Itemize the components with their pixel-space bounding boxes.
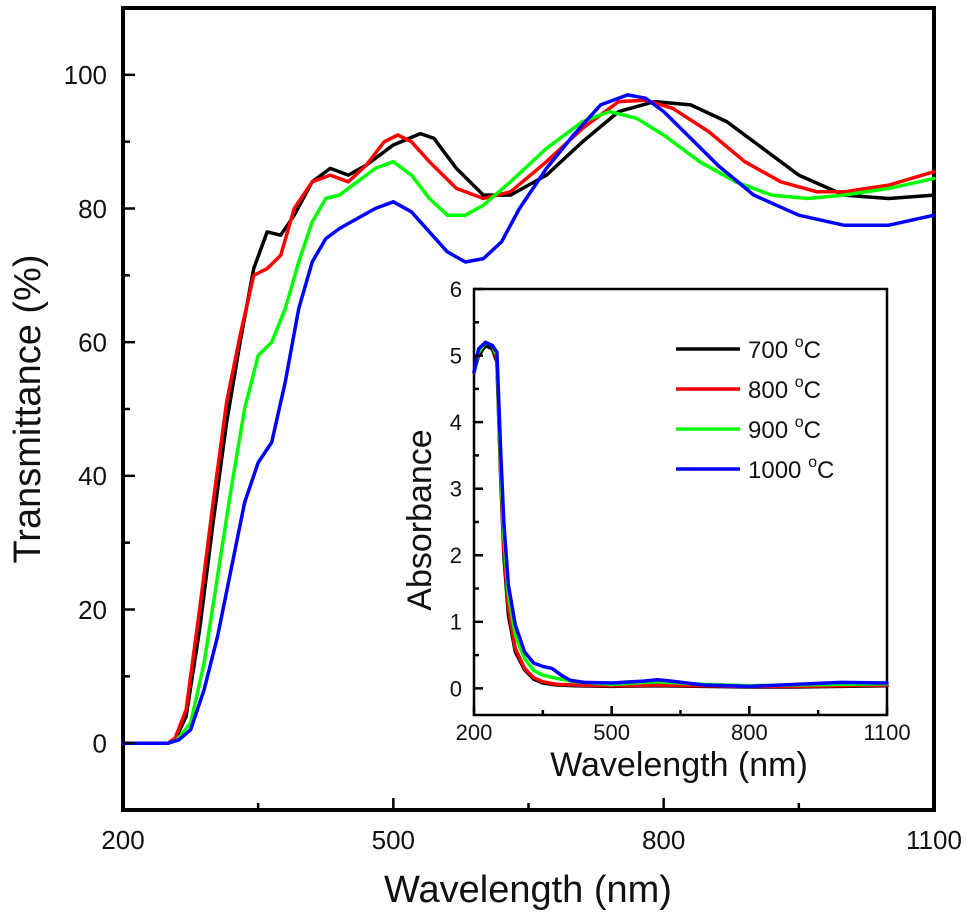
legend-label: 800 oC <box>748 374 821 404</box>
inset-x-tick-label: 500 <box>593 720 630 745</box>
inset-series-line-3 <box>472 340 889 689</box>
main-series-line-1 <box>121 98 936 745</box>
main-y-tick-label: 80 <box>78 194 107 224</box>
inset-x-tick-label: 1100 <box>863 720 910 745</box>
main-y-tick-label: 60 <box>78 328 107 358</box>
inset-x-tick-label: 200 <box>456 720 493 745</box>
main-series-line-0 <box>121 99 936 745</box>
main-y-axis-label: Transmittance (%) <box>7 255 49 564</box>
main-y-ticks: 0 20 40 60 80 100 <box>64 6 135 812</box>
main-x-axis-label: Wavelength (nm) <box>384 869 672 911</box>
inset-x-tick-label: 800 <box>731 720 768 745</box>
inset-x-axis-label: Wavelength (nm) <box>550 746 808 784</box>
inset-y-axis-label: Absorbance <box>401 429 439 610</box>
inset-series-group <box>472 340 889 689</box>
main-x-tick-label: 500 <box>372 825 415 855</box>
legend-label: 900 oC <box>748 414 821 444</box>
inset-legend: 700 oC 800 oC 900 oC 1000 oC <box>676 334 834 484</box>
inset-y-ticks: 0 1 2 3 4 5 6 <box>450 277 483 701</box>
main-series-line-3 <box>121 93 936 745</box>
inset-y-tick-label: 6 <box>450 277 462 302</box>
main-y-tick-label: 40 <box>78 461 107 491</box>
inset-y-tick-label: 5 <box>450 343 462 368</box>
inset-y-tick-label: 4 <box>450 410 462 435</box>
main-x-tick-label: 200 <box>101 825 144 855</box>
main-x-tick-label: 1100 <box>906 825 962 855</box>
inset-y-tick-label: 1 <box>450 610 462 635</box>
inset-y-tick-label: 2 <box>450 543 462 568</box>
main-y-tick-label: 20 <box>78 595 107 625</box>
inset-plot-background <box>474 289 887 715</box>
main-series-line-2 <box>121 109 936 745</box>
main-x-ticks: 200 500 800 1100 <box>101 798 962 855</box>
inset-x-ticks: 200 500 800 1100 <box>456 706 911 745</box>
main-y-tick-label: 100 <box>64 60 107 90</box>
legend-label: 700 oC <box>748 334 821 364</box>
legend-label: 1000 oC <box>748 454 834 484</box>
main-y-tick-label: 0 <box>93 729 107 759</box>
inset-y-tick-label: 3 <box>450 477 462 502</box>
main-series-group <box>121 93 936 745</box>
main-x-tick-label: 800 <box>642 825 685 855</box>
inset-plot: 200 500 800 1100 0 1 2 3 4 5 6 Wavelength (nm) Ab… <box>401 277 911 784</box>
inset-y-tick-label: 0 <box>450 676 462 701</box>
